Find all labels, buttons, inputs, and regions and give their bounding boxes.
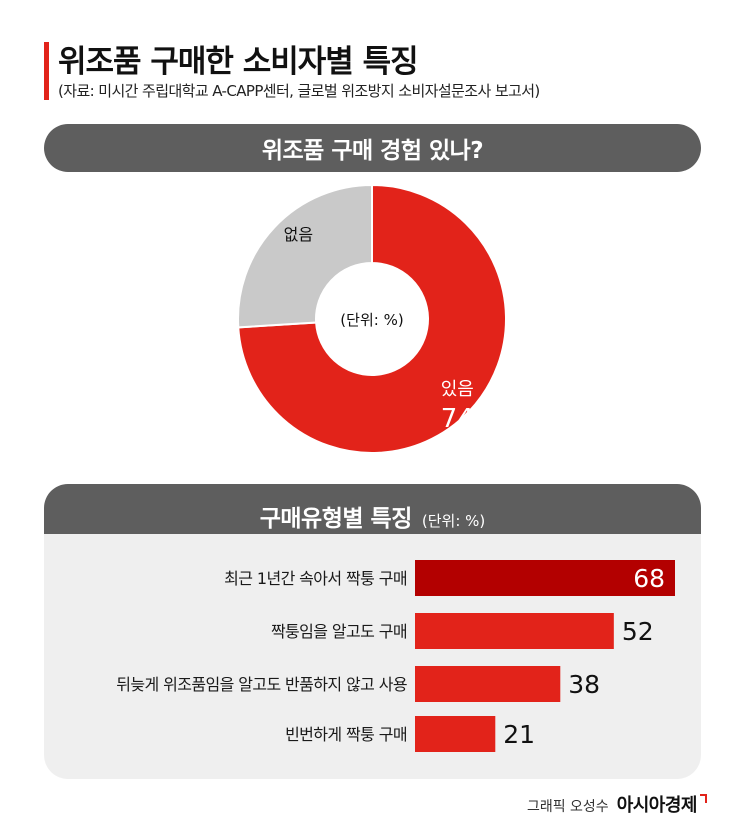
- donut-label-no: 없음: [284, 225, 313, 244]
- donut-slice-yes: [237, 183, 507, 454]
- bar-category-label-4: 빈번하게 짝퉁 구매: [285, 725, 407, 744]
- donut-label-yes: 있음: [441, 379, 474, 400]
- donut-chart: 있음 74 없음 (단위: %): [237, 183, 507, 454]
- bar-category-label-1: 최근 1년간 속아서 짝퉁 구매: [224, 569, 407, 588]
- bar-chart: 최근 1년간 속아서 짝퉁 구매 68 짝퉁임을 알고도 구매 52 뒤늦게 위조품임을…: [116, 560, 675, 752]
- bar-4: [415, 716, 496, 752]
- publisher-logo: 아시아경제: [616, 795, 698, 816]
- bar-value-label-3: 38: [568, 670, 600, 699]
- bar-2: [415, 613, 614, 649]
- bar-value-label-4: 21: [503, 720, 535, 749]
- bar-category-label-2: 짝퉁임을 알고도 구매: [271, 622, 407, 641]
- credit-designer: 그래픽 오성수: [526, 799, 609, 815]
- bar-value-label-1: 68: [633, 564, 665, 593]
- bar-1: [415, 560, 675, 596]
- bar-section-unit: (단위: %): [421, 512, 486, 530]
- donut-section-title: 위조품 구매 경험 있나?: [44, 124, 701, 172]
- donut-value-yes: 74: [441, 404, 474, 434]
- bar-3: [415, 666, 561, 702]
- source-note: (자료: 미시간 주립대학교 A-CAPP센터, 글로벌 위조방지 소비자설문조…: [58, 82, 540, 100]
- logo-mark-icon: [700, 794, 707, 803]
- page-title: 위조품 구매한 소비자별 특징: [58, 44, 419, 80]
- bar-panel-background: [44, 484, 701, 779]
- donut-center-unit: (단위: %): [340, 311, 403, 329]
- donut-slice-no: [237, 183, 373, 329]
- bar-panel: 구매유형별 특징 (단위: %) 최근 1년간 속아서 짝퉁 구매 68 짝퉁임을 알…: [44, 484, 701, 779]
- bar-category-label-3: 뒤늦게 위조품임을 알고도 반품하지 않고 사용: [116, 675, 407, 694]
- bar-value-label-2: 52: [622, 617, 654, 646]
- title-accent-bar: [44, 42, 49, 100]
- bar-section-title: 구매유형별 특징 (단위: %): [44, 499, 701, 533]
- credit: 그래픽 오성수 아시아경제: [527, 791, 707, 817]
- bar-section-title-text: 구매유형별 특징: [259, 506, 413, 532]
